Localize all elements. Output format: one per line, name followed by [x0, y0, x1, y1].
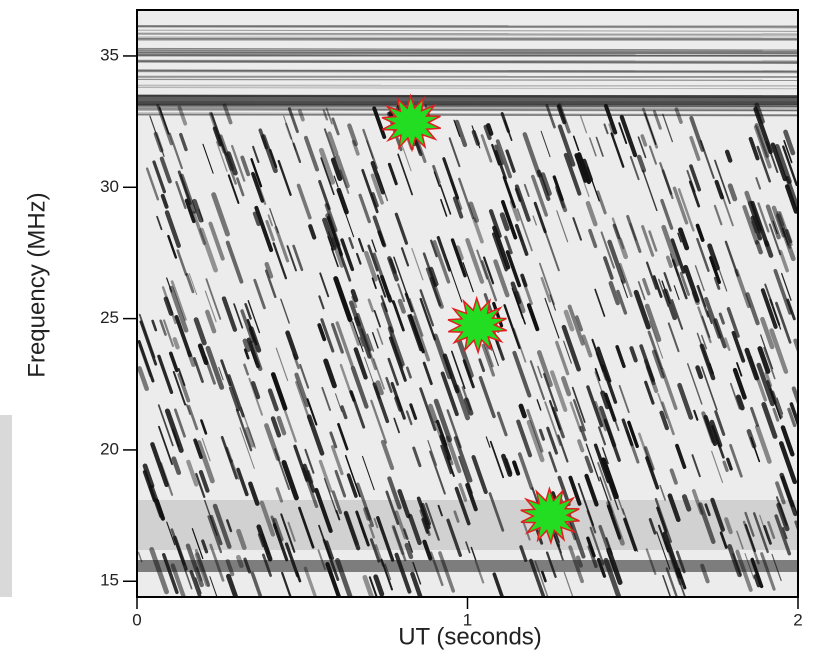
band	[137, 560, 798, 572]
y-tick-label: 20	[100, 439, 119, 458]
streak	[353, 291, 356, 300]
y-tick-label: 35	[100, 45, 119, 64]
band	[137, 37, 798, 38]
streak	[727, 152, 730, 161]
streak	[458, 248, 462, 258]
band	[137, 52, 798, 53]
streak	[238, 557, 241, 566]
streak	[521, 406, 525, 416]
x-tick-label: 2	[793, 610, 802, 629]
band	[137, 27, 798, 28]
streak	[698, 368, 701, 377]
streak	[488, 125, 491, 133]
x-tick-label: 0	[132, 610, 141, 629]
streak	[694, 293, 697, 303]
x-tick-label: 1	[463, 610, 472, 629]
y-axis-label: Frequency (MHz)	[23, 192, 50, 377]
band	[137, 95, 798, 105]
streak	[175, 339, 178, 347]
band	[137, 115, 798, 116]
y-tick-label: 15	[100, 571, 119, 590]
band	[137, 110, 798, 111]
y-tick-label: 25	[100, 308, 119, 327]
streak	[578, 557, 581, 565]
side-panel	[0, 415, 12, 597]
band	[137, 61, 798, 62]
y-tick-label: 30	[100, 177, 119, 196]
